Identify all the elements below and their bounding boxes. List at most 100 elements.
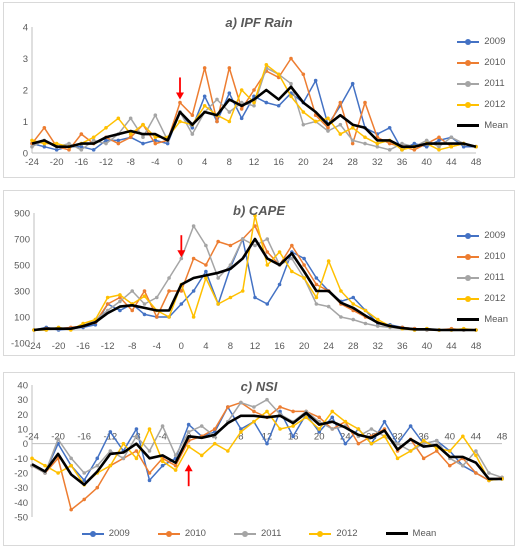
x-tick-label: 32 [372, 157, 383, 168]
x-tick-label: 24 [323, 157, 334, 168]
data-point-2010 [153, 141, 158, 146]
data-point-2012 [204, 276, 208, 280]
data-point-2012 [304, 415, 308, 420]
series-line-mean [31, 411, 502, 486]
data-point-2012 [449, 144, 454, 149]
data-point-2012 [437, 148, 441, 152]
y-tick-label: -40 [14, 498, 28, 509]
legend-label: Mean [484, 120, 508, 131]
legend-item-2009: 2009 [81, 528, 130, 539]
x-tick-label: 48 [497, 432, 508, 443]
data-point-2011 [395, 441, 400, 446]
x-tick-label: 0 [177, 157, 182, 168]
data-point-2012 [363, 135, 367, 140]
data-point-2009 [314, 276, 319, 280]
chart-title: b) CAPE [233, 203, 285, 218]
data-point-2009 [104, 138, 108, 143]
data-point-2011 [104, 141, 108, 146]
data-point-2012 [42, 141, 47, 146]
data-point-2010 [301, 72, 306, 77]
data-point-2010 [202, 66, 207, 70]
data-point-2012 [375, 317, 380, 322]
data-point-2011 [199, 424, 204, 428]
legend: 2009 2010 2011 2012 Mean [4, 528, 514, 539]
data-point-2012 [289, 94, 293, 99]
y-tick-label: 20 [17, 410, 28, 421]
legend-swatch [457, 100, 480, 110]
data-point-2012 [343, 419, 348, 424]
legend-label: 2012 [484, 99, 506, 110]
data-point-2010 [216, 239, 220, 244]
data-point-2011 [147, 449, 152, 453]
data-point-2012 [118, 293, 122, 297]
data-point-2009 [437, 138, 441, 143]
data-point-2010 [190, 113, 195, 117]
x-tick-label: 16 [273, 157, 284, 168]
data-point-2012 [69, 463, 73, 468]
data-point-2009 [93, 323, 98, 327]
data-point-2011 [128, 116, 133, 121]
legend-label: 2010 [184, 528, 206, 539]
y-tick-label: 4 [23, 23, 28, 34]
red-arrow [177, 235, 186, 258]
data-point-2012 [141, 122, 145, 127]
data-point-2010 [291, 409, 295, 414]
x-tick-label: 12 [250, 341, 261, 352]
data-point-2010 [421, 456, 426, 461]
series-line-2011 [31, 67, 477, 151]
data-point-2010 [118, 295, 122, 300]
data-point-2010 [356, 441, 361, 446]
chart-panel-nsi: -50-40-30-20-10010203040-24-20-16-12-8-4… [3, 372, 515, 546]
legend-swatch [157, 529, 180, 539]
x-tick-label: 36 [397, 341, 408, 352]
x-tick-label: -24 [25, 157, 39, 168]
data-point-2010 [265, 250, 270, 254]
data-point-2011 [369, 427, 374, 431]
data-point-2009 [147, 478, 152, 483]
y-tick-label: 3 [23, 54, 28, 65]
data-point-2011 [134, 434, 139, 439]
red-arrow [184, 464, 193, 487]
x-tick-label: 44 [446, 157, 457, 168]
data-point-2009 [239, 116, 244, 121]
data-point-2012 [290, 269, 294, 274]
data-point-2010 [350, 141, 355, 146]
data-point-2011 [179, 256, 184, 261]
data-point-2012 [252, 100, 256, 105]
legend-swatch [457, 121, 480, 131]
x-tick-label: -12 [101, 341, 115, 352]
data-point-2012 [167, 315, 171, 319]
data-point-2009 [116, 138, 121, 143]
data-point-2011 [449, 135, 454, 140]
y-tick-label: 500 [14, 261, 30, 272]
data-point-2010 [317, 415, 322, 420]
data-point-2011 [265, 237, 270, 241]
data-point-2011 [79, 148, 84, 152]
data-point-2011 [190, 132, 195, 136]
data-point-2009 [351, 295, 356, 300]
legend-item-mean: Mean [457, 115, 508, 136]
legend-swatch [385, 529, 408, 539]
data-point-2011 [474, 449, 478, 453]
x-tick-label: -20 [51, 432, 65, 443]
data-point-2011 [186, 430, 191, 434]
data-point-2012 [147, 427, 152, 431]
data-point-2012 [252, 419, 256, 424]
x-tick-label: 4 [202, 157, 207, 168]
data-point-2012 [173, 468, 178, 472]
data-point-2010 [215, 119, 219, 124]
x-tick-label: 36 [397, 157, 408, 168]
x-tick-label: -20 [50, 157, 64, 168]
data-point-2012 [313, 119, 318, 124]
data-point-2009 [239, 427, 243, 431]
y-tick-label: 40 [17, 381, 28, 392]
data-point-2011 [252, 103, 256, 108]
data-point-2011 [121, 456, 126, 461]
data-point-2012 [30, 138, 34, 143]
legend-swatch [457, 252, 480, 262]
data-point-2011 [265, 397, 269, 402]
data-point-2010 [178, 100, 182, 105]
data-point-2010 [412, 148, 417, 152]
x-tick-label: 0 [179, 341, 184, 352]
data-point-2009 [276, 103, 281, 108]
